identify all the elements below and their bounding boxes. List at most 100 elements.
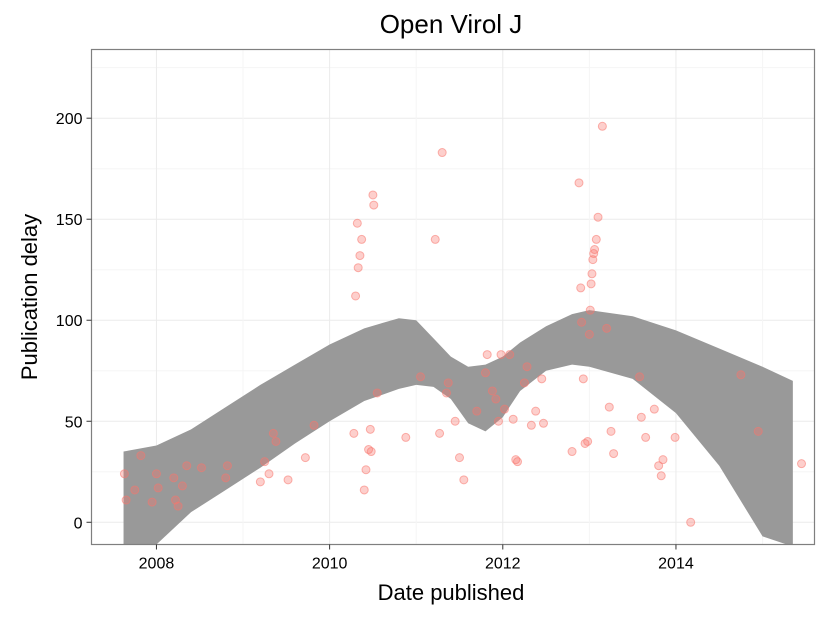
x-tick-label: 2014 [658,556,694,573]
scatter-point [430,234,440,244]
scatter-point [567,447,577,457]
scatter-point [435,428,445,438]
scatter-point [283,475,293,485]
scatter-point [472,406,482,416]
scatter-point [574,178,584,188]
scatter-point [585,305,595,315]
scatter-point [656,471,666,481]
scatter-point [583,436,593,446]
scatter-point [300,453,310,463]
scatter-point [196,463,206,473]
scatter-point [753,426,763,436]
scatter-point [584,329,594,339]
scatter-point [443,378,453,388]
y-tick-label: 200 [56,111,83,128]
y-tick-label: 100 [56,313,83,330]
scatter-point [442,388,452,398]
scatter-point [604,402,614,412]
scatter-point [537,374,547,384]
scatter-point [577,317,587,327]
scatter-point [147,497,157,507]
scatter-point [260,457,270,467]
chart-title: Open Virol J [380,9,523,39]
scatter-point [349,428,359,438]
scatter-point [369,200,379,210]
scatter-point [450,416,460,426]
scatter-point [636,412,646,422]
scatter-point [182,461,192,471]
scatter-point [493,416,503,426]
scatter-point [526,420,536,430]
scatter-point [221,473,231,483]
scatter-point [355,251,365,261]
scatter-point [590,245,600,255]
scatter-point [578,374,588,384]
y-tick-label: 50 [65,414,83,431]
scatter-point [353,263,363,273]
x-tick-label: 2008 [139,556,175,573]
y-tick-label: 0 [74,515,83,532]
x-tick-label: 2010 [312,556,348,573]
scatter-point [222,461,232,471]
scatter-point [130,485,140,495]
data-points [119,121,807,527]
smooth-confidence-band [123,310,793,545]
scatter-point [121,495,131,505]
scatter-point [522,362,532,372]
scatter-point [169,473,179,483]
scatter-point [670,432,680,442]
scatter-point [531,406,541,416]
scatter-point [597,121,607,131]
scatter-point [401,432,411,442]
scatter-point [264,469,274,479]
scatter-point [151,469,161,479]
scatter-point [658,455,668,465]
scatter-point [593,212,603,222]
scatter-point [271,436,281,446]
gridlines [91,49,815,545]
scatter-point [136,451,146,461]
scatter-point [602,323,612,333]
scatter-point [361,465,371,475]
scatter-point [268,428,278,438]
scatter-point [505,350,515,360]
scatter-point [513,457,523,467]
scatter-point [649,404,659,414]
scatter-point [119,469,129,479]
scatter-point [591,234,601,244]
scatter-point [606,426,616,436]
scatter-point [480,368,490,378]
y-axis: 0 50 100 150 200 [56,111,92,532]
x-tick-label: 2012 [485,556,521,573]
scatter-point [153,483,163,493]
scatter-point [173,501,183,511]
scatter-point [641,432,651,442]
scatter-point [635,372,645,382]
x-axis-title: Date published [378,580,525,605]
scatter-point [797,459,807,469]
scatter-point [357,234,367,244]
scatter-point [365,424,375,434]
scatter-point [437,148,447,158]
scatter-point [519,378,529,388]
scatter-point [586,279,596,289]
scatter-point [736,370,746,380]
scatter-point [654,461,664,471]
scatter-point [538,418,548,428]
scatter-point [459,475,469,485]
scatter-point [309,420,319,430]
scatter-point [366,447,376,457]
scatter-point [491,394,501,404]
scatter-point [482,350,492,360]
scatter-point [352,218,362,228]
scatter-point [359,485,369,495]
scatter-point [368,190,378,200]
scatter-point [500,404,510,414]
confidence-band [123,310,793,545]
scatter-point [609,449,619,459]
scatter-point [255,477,265,487]
scatter-point [487,386,497,396]
scatter-point [686,517,696,527]
scatter-point [177,481,187,491]
